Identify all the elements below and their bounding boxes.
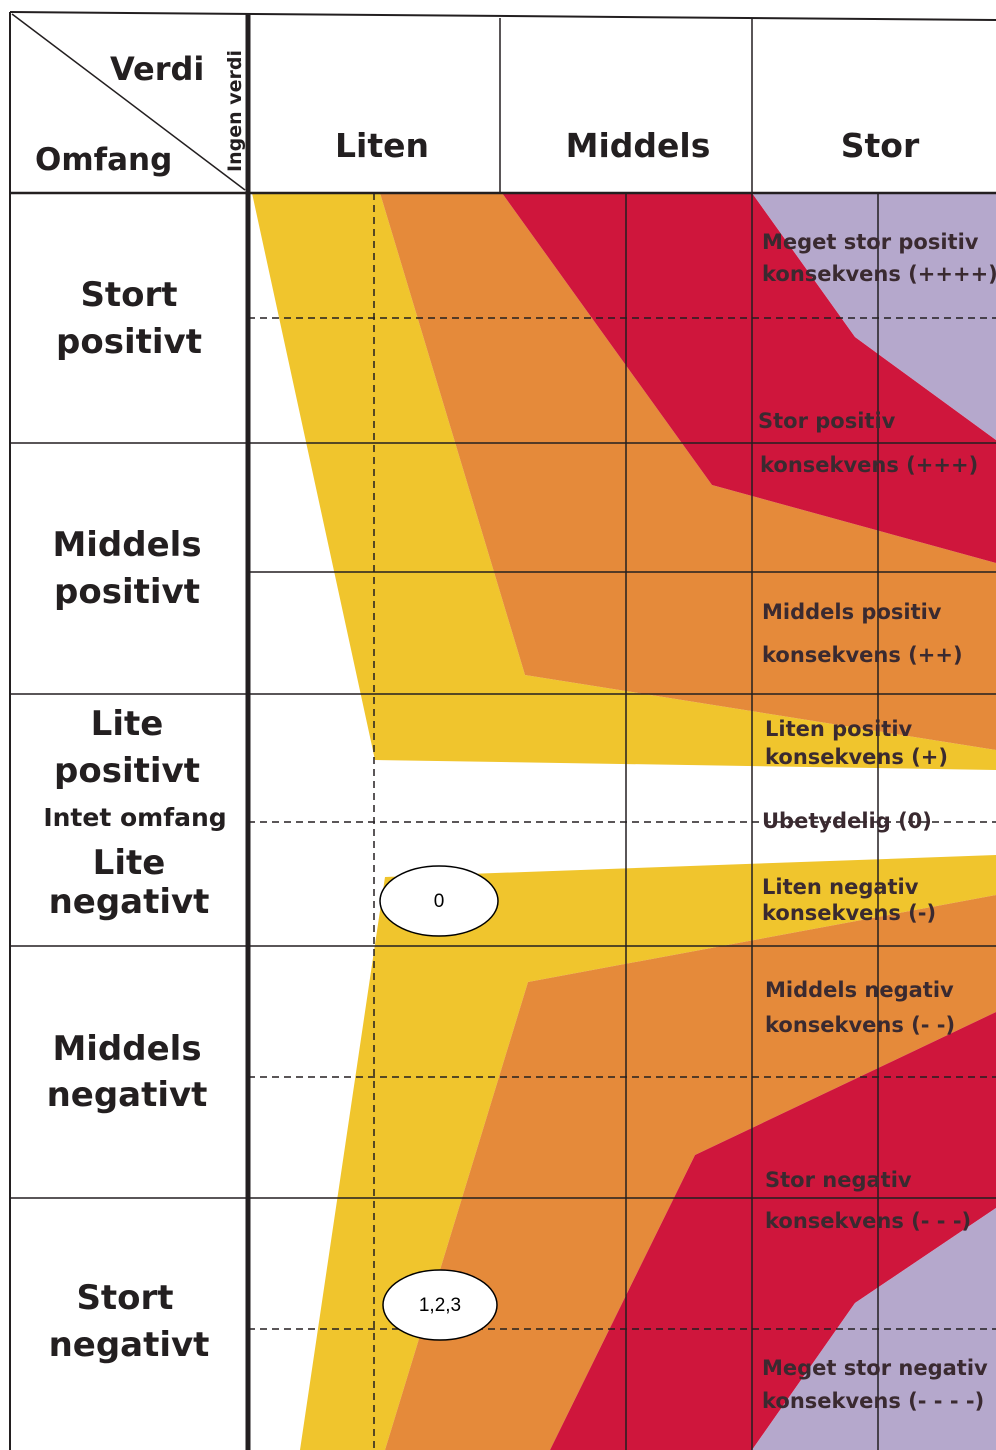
band-red-negative: [550, 1012, 996, 1450]
header-corner: Verdi Omfang Ingen verdi: [35, 50, 246, 178]
row-intet-omfang: Intet omfang: [43, 803, 226, 832]
meget-stor-negativ-line2: konsekvens (- - - -): [762, 1389, 984, 1413]
grid-top: [9, 11, 996, 21]
row-middels-positivt-line1: Middels: [52, 525, 201, 565]
row-middels-negativt-line1: Middels: [52, 1029, 201, 1069]
ingen-verdi-label: Ingen verdi: [224, 50, 246, 172]
row-stort-positivt-line1: Stort: [80, 275, 177, 315]
stor-positiv-line2: konsekvens (+++): [760, 453, 978, 477]
meget-stor-negativ-line1: Meget stor negativ: [762, 1356, 988, 1380]
row-middels-positivt-line2: positivt: [54, 572, 200, 612]
header-diagonal: [11, 13, 246, 191]
band-orange-positive: [380, 193, 996, 750]
meget-stor-positiv-line1: Meget stor positiv: [762, 230, 979, 254]
verdi-label: Verdi: [110, 50, 204, 88]
column-headers: Liten Middels Stor: [335, 126, 920, 165]
row-lite-negativt-line2: negativt: [49, 882, 210, 922]
middels-positiv-line2: konsekvens (++): [762, 643, 963, 667]
row-stort-negativt-line1: Stort: [76, 1278, 173, 1318]
row-lite-positivt-line2: positivt: [54, 751, 200, 791]
liten-positiv-line2: konsekvens (+): [765, 745, 948, 769]
marker-zero: 0: [379, 865, 499, 937]
middels-negativ-line2: konsekvens (- -): [765, 1013, 955, 1037]
middels-positiv-line1: Middels positiv: [762, 600, 942, 624]
band-lavender-positive: [752, 193, 996, 440]
liten-negativ-line2: konsekvens (-): [762, 901, 936, 925]
middels-negativ-line1: Middels negativ: [765, 978, 954, 1002]
stor-negativ-line2: konsekvens (- - -): [765, 1209, 971, 1233]
band-yellow-positive: [252, 193, 996, 770]
marker-zero-oval: [379, 865, 499, 937]
stor-negativ-line1: Stor negativ: [765, 1168, 912, 1192]
grid: [9, 11, 996, 1450]
marker-items: 1,2,3: [382, 1269, 498, 1341]
consequence-labels: Meget stor positiv konsekvens (++++) Sto…: [758, 230, 996, 1413]
row-stort-negativt-line2: negativt: [49, 1325, 210, 1365]
marker-items-oval: [382, 1269, 498, 1341]
liten-positiv-line1: Liten positiv: [765, 717, 913, 741]
column-stor: Stor: [841, 126, 920, 165]
band-orange-negative: [385, 895, 996, 1450]
column-middels: Middels: [566, 126, 711, 165]
column-liten: Liten: [335, 126, 429, 165]
row-headers: Stort positivt Middels positivt Lite pos…: [43, 275, 226, 1365]
marker-items-label: 1,2,3: [419, 1295, 461, 1316]
row-stort-positivt-line2: positivt: [56, 322, 202, 362]
stor-positiv-line1: Stor positiv: [758, 409, 896, 433]
band-yellow-negative: [300, 855, 996, 1450]
row-lite-positivt-line1: Lite: [91, 704, 164, 744]
ubetydelig: Ubetydelig (0): [762, 809, 932, 833]
omfang-label: Omfang: [35, 142, 172, 178]
marker-zero-label: 0: [434, 891, 445, 912]
row-lite-negativt-line1: Lite: [93, 843, 166, 883]
row-middels-negativt-line2: negativt: [47, 1075, 208, 1115]
liten-negativ-line1: Liten negativ: [762, 875, 919, 899]
meget-stor-positiv-line2: konsekvens (++++): [762, 262, 996, 286]
